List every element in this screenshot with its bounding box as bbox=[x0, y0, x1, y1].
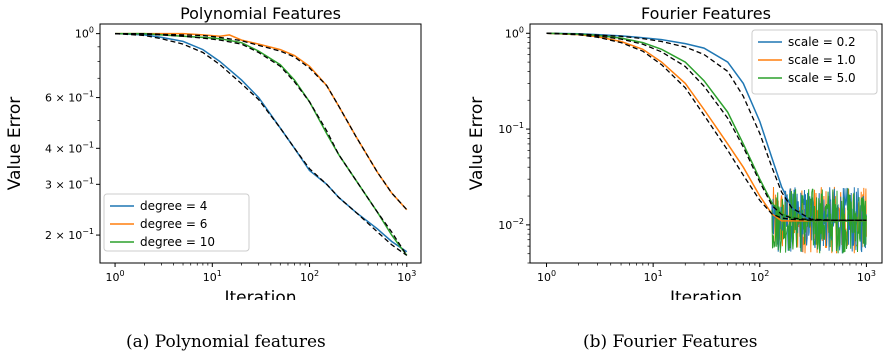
legend-label: scale = 5.0 bbox=[788, 71, 856, 85]
y-tick-label: 100 bbox=[75, 26, 94, 41]
y-tick-label: 3 × 10−1 bbox=[45, 176, 94, 191]
caption-b: (b) Fourier Features bbox=[583, 332, 758, 352]
legend-label: degree = 6 bbox=[140, 217, 207, 231]
x-axis-label: Iteration bbox=[224, 288, 296, 300]
legend-label: degree = 10 bbox=[140, 235, 215, 249]
x-tick-label: 100 bbox=[537, 269, 556, 284]
y-tick-label: 10−2 bbox=[498, 217, 524, 232]
legend-label: scale = 0.2 bbox=[788, 35, 856, 49]
legend-box bbox=[751, 29, 878, 95]
chart-panel-0: Polynomial Features 100 101 102 103 100 6 × 10… bbox=[5, 4, 422, 300]
x-tick-label: 100 bbox=[106, 269, 125, 284]
chart-title: Polynomial Features bbox=[180, 4, 341, 23]
y-tick-label: 6 × 10−1 bbox=[45, 90, 94, 105]
series-line-green bbox=[546, 32, 867, 222]
y-axis-label: Value Error bbox=[5, 97, 25, 191]
legend-label: degree = 4 bbox=[140, 199, 207, 213]
noise-band-green bbox=[771, 188, 867, 254]
x-tick-label: 103 bbox=[857, 269, 876, 284]
legend-label: scale = 1.0 bbox=[788, 53, 856, 67]
y-tick-label: 2 × 10−1 bbox=[45, 227, 94, 242]
y-axis-label: Value Error bbox=[467, 97, 487, 191]
chart-title: Fourier Features bbox=[641, 4, 771, 23]
x-tick-label: 102 bbox=[750, 269, 769, 284]
fit-line-0 bbox=[115, 32, 408, 256]
series-line-orange bbox=[115, 32, 408, 211]
caption-a: (a) Polynomial features bbox=[126, 332, 326, 352]
y-tick-label: 4 × 10−1 bbox=[45, 140, 94, 155]
fit-line-2 bbox=[115, 32, 408, 256]
series-line-blue bbox=[115, 32, 408, 253]
x-tick-label: 103 bbox=[397, 269, 416, 284]
fit-line-1 bbox=[115, 32, 408, 211]
x-tick-label: 101 bbox=[644, 269, 663, 284]
fit-line-2 bbox=[546, 32, 867, 221]
axes-frame bbox=[99, 23, 422, 264]
x-axis-label: Iteration bbox=[670, 288, 742, 300]
y-tick-label: 100 bbox=[505, 25, 524, 40]
figure: Polynomial Features 100 101 102 103 100 6 × 10… bbox=[5, 4, 883, 300]
x-tick-label: 101 bbox=[203, 269, 222, 284]
y-tick-label: 10−1 bbox=[498, 121, 524, 136]
fit-line-0 bbox=[546, 32, 867, 221]
legend-box bbox=[103, 193, 250, 252]
axes-frame bbox=[529, 23, 883, 264]
chart-panel-1: Fourier Features 100 101 102 103 100 10−1 10−2 I… bbox=[467, 4, 883, 300]
x-tick-label: 102 bbox=[300, 269, 319, 284]
